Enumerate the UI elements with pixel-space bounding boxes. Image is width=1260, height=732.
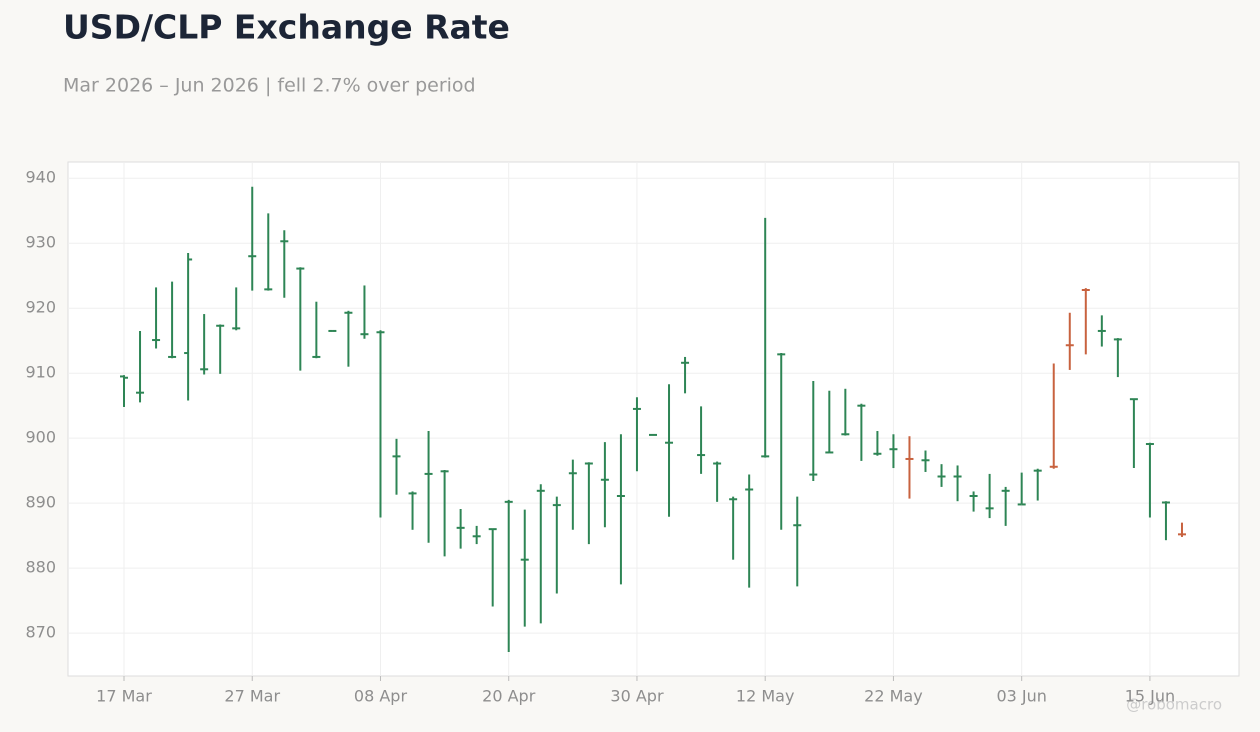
x-tick-label: 27 Mar	[224, 687, 280, 706]
watermark: @robomacro	[1126, 696, 1222, 714]
y-tick-label: 900	[25, 428, 56, 447]
y-tick-label: 910	[25, 363, 56, 382]
x-tick-label: 15 Jun	[1125, 687, 1175, 706]
x-tick-label: 03 Jun	[996, 687, 1046, 706]
x-tick-label: 30 Apr	[610, 687, 664, 706]
y-tick-label: 880	[25, 558, 56, 577]
chart-subtitle: Mar 2026 – Jun 2026 | fell 2.7% over per…	[63, 75, 476, 97]
x-tick-label: 22 May	[864, 687, 923, 706]
x-tick-label: 12 May	[736, 687, 795, 706]
x-tick-label: 20 Apr	[482, 687, 536, 706]
y-tick-label: 930	[25, 233, 56, 252]
y-tick-label: 890	[25, 493, 56, 512]
x-tick-label: 08 Apr	[354, 687, 408, 706]
chart-title: USD/CLP Exchange Rate	[63, 8, 510, 47]
y-tick-label: 940	[25, 168, 56, 187]
y-tick-label: 920	[25, 298, 56, 317]
x-tick-label: 17 Mar	[96, 687, 152, 706]
y-tick-label: 870	[25, 623, 56, 642]
plot-area	[67, 161, 1240, 677]
